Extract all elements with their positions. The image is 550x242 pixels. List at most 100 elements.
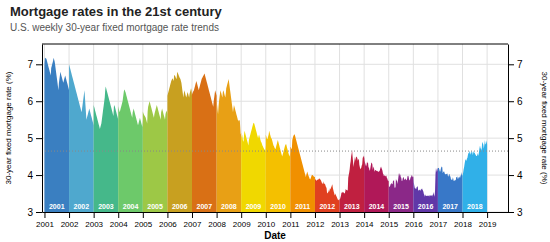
y2-tick: 6 bbox=[508, 96, 523, 107]
year-label: 2001 bbox=[49, 203, 65, 210]
year-label: 2016 bbox=[418, 203, 434, 210]
year-label: 2008 bbox=[221, 203, 237, 210]
y-tick: 6 bbox=[27, 96, 42, 107]
y2-tick-label: 3 bbox=[517, 207, 523, 218]
year-label: 2010 bbox=[270, 203, 286, 210]
x-tick-label: 2015 bbox=[380, 220, 398, 229]
y-tick: 5 bbox=[27, 133, 42, 144]
x-tick: 2005 bbox=[134, 212, 152, 229]
year-area bbox=[217, 79, 242, 212]
x-tick-mark bbox=[364, 212, 365, 218]
y-tick-mark bbox=[36, 175, 42, 176]
year-area bbox=[241, 123, 266, 212]
year-area bbox=[44, 58, 69, 212]
x-tick-label: 2016 bbox=[405, 220, 423, 229]
year-label: 2015 bbox=[393, 203, 409, 210]
title: Mortgage rates in the 21st century bbox=[10, 4, 222, 19]
y2-tick: 4 bbox=[508, 170, 523, 181]
x-axis-title: Date bbox=[264, 230, 286, 241]
x-tick-label: 2018 bbox=[454, 220, 472, 229]
grid bbox=[42, 44, 508, 212]
y-tick-label: 4 bbox=[27, 170, 33, 181]
y2-tick-label: 7 bbox=[517, 59, 523, 70]
y2-tick: 3 bbox=[508, 207, 523, 218]
year-area bbox=[192, 74, 217, 212]
x-tick: 2013 bbox=[331, 212, 349, 229]
x-tick: 2010 bbox=[257, 212, 275, 229]
year-label: 2003 bbox=[98, 203, 114, 210]
year-area bbox=[94, 86, 119, 212]
x-tick: 2003 bbox=[85, 212, 103, 229]
x-tick-mark bbox=[315, 212, 316, 218]
x-tick: 2014 bbox=[356, 212, 374, 229]
x-tick-mark bbox=[487, 212, 488, 218]
year-label: 2005 bbox=[147, 203, 163, 210]
year-label: 2002 bbox=[74, 203, 90, 210]
x-tick-label: 2006 bbox=[159, 220, 177, 229]
year-area bbox=[364, 156, 389, 212]
year-labels: 2001200220032004200520062007200820092010… bbox=[49, 203, 483, 210]
x-tick-mark bbox=[217, 212, 218, 218]
year-label: 2018 bbox=[467, 203, 483, 210]
y2-tick-mark bbox=[508, 175, 514, 176]
y-tick-label: 5 bbox=[27, 133, 33, 144]
x-tick: 2015 bbox=[380, 212, 398, 229]
x-tick: 2018 bbox=[454, 212, 472, 229]
year-label: 2017 bbox=[442, 203, 458, 210]
year-label: 2013 bbox=[344, 203, 360, 210]
reference-line bbox=[42, 151, 508, 152]
y-tick-label: 6 bbox=[27, 96, 33, 107]
x-tick: 2011 bbox=[282, 212, 300, 229]
year-area bbox=[143, 101, 168, 212]
y2-tick-label: 4 bbox=[517, 170, 523, 181]
year-area bbox=[413, 168, 438, 212]
x-tick-label: 2017 bbox=[430, 220, 448, 229]
x-tick-label: 2014 bbox=[356, 220, 374, 229]
x-tick-label: 2002 bbox=[61, 220, 79, 229]
x-tick-mark bbox=[192, 212, 193, 218]
x-tick: 2016 bbox=[405, 212, 423, 229]
x-tick: 2019 bbox=[479, 212, 497, 229]
year-area bbox=[315, 178, 340, 212]
x-tick-label: 2013 bbox=[331, 220, 349, 229]
y-tick-label: 7 bbox=[27, 59, 33, 70]
x-tick-label: 2005 bbox=[134, 220, 152, 229]
y2-tick-mark bbox=[508, 138, 514, 139]
year-label: 2004 bbox=[123, 203, 139, 210]
x-tick-label: 2008 bbox=[208, 220, 226, 229]
x-tick-label: 2009 bbox=[233, 220, 251, 229]
x-tick-label: 2001 bbox=[36, 220, 54, 229]
y-tick-label: 3 bbox=[27, 207, 33, 218]
plot-area bbox=[42, 58, 508, 212]
y-axis-title: 30-year fixed mortgage rate (%) bbox=[4, 71, 13, 184]
y-tick: 4 bbox=[27, 170, 42, 181]
x-tick-label: 2004 bbox=[110, 220, 128, 229]
x-tick-mark bbox=[143, 212, 144, 218]
x-axis: 2001200220032004200520062007200820092010… bbox=[36, 212, 508, 229]
x-tick-mark bbox=[241, 212, 242, 218]
x-tick: 2004 bbox=[110, 212, 128, 229]
x-tick: 2009 bbox=[233, 212, 251, 229]
x-tick: 2006 bbox=[159, 212, 177, 229]
year-area bbox=[340, 150, 365, 212]
y-axis: 3 4 5 6 7 bbox=[27, 45, 42, 218]
frame-top bbox=[42, 44, 508, 45]
y2-tick-mark bbox=[508, 64, 514, 65]
year-label: 2014 bbox=[369, 203, 385, 210]
x-tick: 2002 bbox=[61, 212, 79, 229]
year-area bbox=[266, 131, 291, 212]
x-tick-mark bbox=[340, 212, 341, 218]
y-tick: 3 bbox=[27, 207, 42, 218]
x-tick-mark bbox=[44, 212, 45, 218]
x-tick: 2017 bbox=[430, 212, 448, 229]
y-tick-mark bbox=[36, 212, 42, 213]
y2-tick-mark bbox=[508, 212, 514, 213]
year-area bbox=[290, 134, 315, 212]
chart: Mortgage rates in the 21st centuryU.S. w… bbox=[0, 0, 550, 242]
x-tick-label: 2003 bbox=[85, 220, 103, 229]
x-tick-label: 2011 bbox=[282, 220, 300, 229]
y-tick: 7 bbox=[27, 59, 42, 70]
x-tick-mark bbox=[463, 212, 464, 218]
year-area bbox=[389, 174, 414, 212]
x-tick-mark bbox=[266, 212, 267, 218]
